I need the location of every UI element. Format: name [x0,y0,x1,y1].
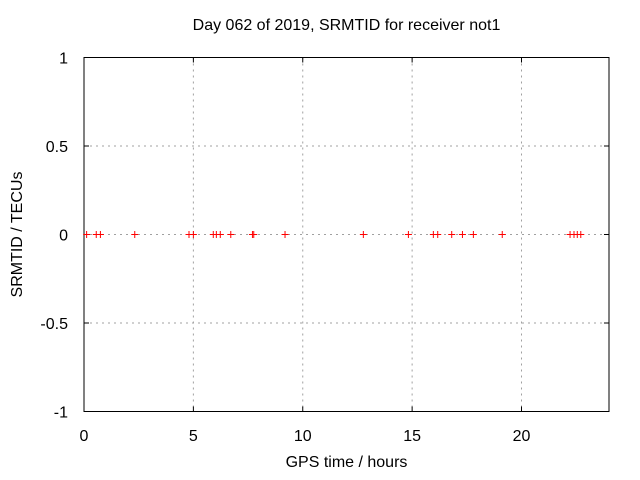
chart-title: Day 062 of 2019, SRMTID for receiver not… [193,17,501,34]
x-tick-label: 20 [513,428,531,445]
data-point [434,231,442,238]
data-point [131,231,139,238]
y-axis-label: SRMTID / TECUs [9,172,26,298]
data-point [227,231,235,238]
x-axis-label: GPS time / hours [286,454,408,471]
data-point [469,231,477,238]
x-tick-label: 5 [189,428,198,445]
data-point [577,231,585,238]
y-tick-label: 1 [59,51,68,68]
data-point [359,231,367,238]
y-tick-label: 0.5 [46,139,68,156]
x-tick-label: 15 [403,428,421,445]
data-point [458,231,466,238]
tick-label-layer: 0 5 10 15 20 1 0.5 0 -0.5 -1 [40,51,530,446]
grid-layer [84,57,609,412]
data-point [448,231,456,238]
y-tick-label: 0 [59,228,68,245]
data-point [83,231,91,238]
data-point [96,231,104,238]
data-point [281,231,289,238]
data-point [250,231,258,238]
data-point [498,231,506,238]
data-point [216,231,224,238]
data-point-layer [83,231,585,238]
y-tick-label: -0.5 [40,316,68,333]
data-point [404,231,412,238]
x-tick-label: 0 [80,428,89,445]
y-tick-label: -1 [54,405,68,422]
x-tick-label: 10 [294,428,312,445]
data-point [189,231,197,238]
